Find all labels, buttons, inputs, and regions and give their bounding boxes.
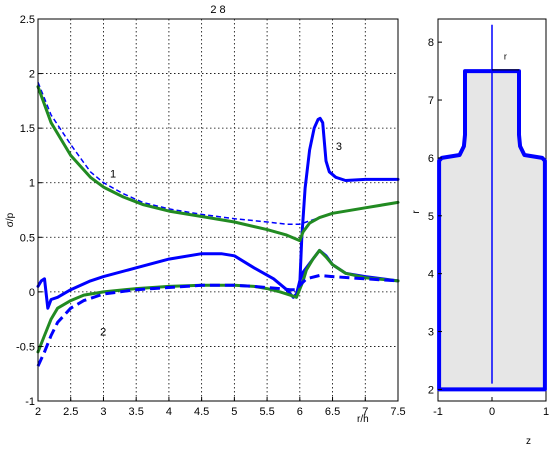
y-tick-label: 0.5 — [20, 232, 35, 244]
r-tick-label: 3 — [428, 327, 434, 339]
x-tick-label: 2 — [35, 406, 41, 418]
r-tick-label: 5 — [428, 211, 434, 223]
x-tick-label: 3.5 — [129, 406, 144, 418]
y-tick-label: 0 — [29, 287, 35, 299]
series-line — [36, 248, 400, 310]
plot-series — [36, 82, 400, 367]
x-tick-label: 4.5 — [194, 406, 209, 418]
y-tick-label: 1 — [29, 178, 35, 190]
stress-plot: 2 2.5 3 3.5 4 4.5 5 5.5 6 6.5 7 7.5 -1 -0.5 0 0.5 1 1.5 2 2… — [5, 14, 406, 425]
plot-frame — [37, 18, 399, 402]
x-tick-label: 3 — [100, 406, 106, 418]
x-tick-label: 6.5 — [325, 406, 340, 418]
series-line — [37, 82, 399, 225]
curve-label: 2 — [100, 327, 106, 339]
series-line — [36, 274, 399, 367]
y-tick-label: 2 — [29, 69, 35, 81]
z-tick-label: 0 — [489, 406, 495, 418]
x-tick-label: 2.5 — [63, 406, 78, 418]
figure-title: 2 8 — [210, 4, 225, 16]
curve-label: 1 — [110, 168, 116, 180]
r-axis-label: r — [411, 210, 422, 214]
diagram-ticks: -1 0 1 2 3 4 5 6 7 8 — [428, 37, 549, 418]
series-line — [36, 248, 400, 354]
y-tick-label: 1.5 — [20, 123, 35, 135]
y-tick-label: -0.5 — [16, 341, 35, 353]
series-line — [36, 85, 400, 243]
r-tick-label: 4 — [428, 269, 434, 281]
r-tick-label: 6 — [428, 153, 434, 165]
r-tick-label: 7 — [428, 95, 434, 107]
x-tick-label: 7.5 — [390, 406, 405, 418]
y-tick-label: -1 — [25, 396, 35, 408]
x-tick-label: 4 — [166, 406, 172, 418]
x-tick-label: 5 — [231, 406, 237, 418]
z-axis-label: z — [526, 436, 531, 447]
x-tick-label: 6 — [297, 406, 303, 418]
geometry-diagram: r -1 0 1 2 3 4 5 6 7 8 z r — [411, 18, 549, 447]
curve-annotations: 1 2 3 — [100, 141, 342, 339]
series-line — [298, 116, 400, 286]
curve-label: 3 — [336, 141, 342, 153]
y-axis-label: σ/p — [5, 212, 16, 227]
x-tick-label: 5.5 — [259, 406, 274, 418]
y-tick-label: 2.5 — [20, 14, 35, 26]
r-tick-label: 8 — [428, 37, 434, 49]
x-tick-label: 7 — [362, 406, 368, 418]
z-tick-label: 1 — [543, 406, 549, 418]
plot-ticks: 2 2.5 3 3.5 4 4.5 5 5.5 6 6.5 7 7.5 -1 -0.5 0 0.5 1 1.5 2 2… — [16, 14, 406, 418]
radius-annotation: r — [504, 52, 507, 62]
z-tick-label: -1 — [433, 406, 443, 418]
x-axis-label: r/h — [357, 414, 369, 425]
r-tick-label: 2 — [428, 384, 434, 396]
